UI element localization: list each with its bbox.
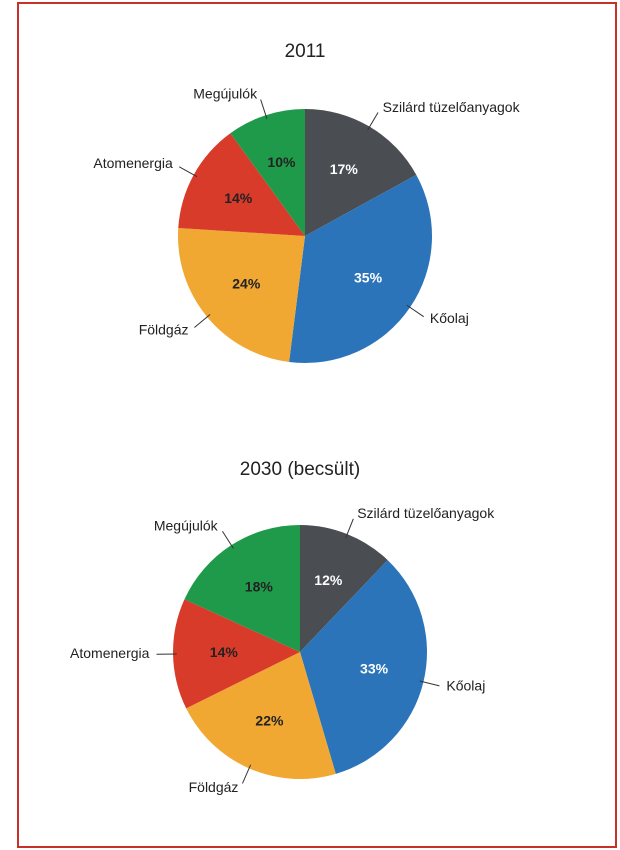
pie-slice (230, 109, 305, 236)
slice-label: Szilárd tüzelőanyagok (357, 505, 495, 521)
leader-line (221, 531, 234, 549)
pie-slice (289, 174, 432, 363)
pie-slice (177, 228, 305, 362)
leader-line (242, 764, 252, 784)
slice-label: Megújulók (193, 85, 258, 101)
pie-slice (300, 560, 427, 774)
leader-line (367, 112, 379, 131)
slice-label: Atomenergia (70, 645, 150, 661)
slice-label: Atomenergia (93, 155, 173, 171)
slice-label: Kőolaj (446, 678, 485, 694)
pie-slice (300, 525, 388, 652)
value-label: 14% (224, 190, 253, 206)
slice-label: Kőolaj (430, 310, 469, 326)
slice-label: Földgáz (139, 321, 189, 337)
value-label: 33% (360, 661, 389, 677)
pie-slice (172, 599, 300, 709)
value-label: 17% (330, 161, 359, 177)
pie-slice (184, 525, 300, 652)
slice-label: Szilárd tüzelőanyagok (383, 99, 521, 115)
slice-label: Földgáz (189, 779, 239, 795)
slice-label: Megújulók (154, 518, 219, 534)
value-label: 22% (255, 713, 284, 729)
value-label: 24% (232, 275, 261, 291)
leader-line (179, 166, 198, 178)
leader-line (260, 99, 268, 119)
leader-line (194, 314, 211, 328)
value-label: 14% (210, 644, 239, 660)
pie-slice (178, 133, 305, 236)
chart-title: 2030 (becsült) (240, 459, 360, 480)
leader-line (345, 518, 354, 538)
leader-line (406, 304, 424, 318)
value-label: 10% (267, 154, 296, 170)
leader-line (419, 680, 440, 687)
value-label: 35% (354, 270, 383, 286)
chart-title: 2011 (285, 41, 326, 62)
pie-slice (305, 109, 417, 236)
value-label: 18% (245, 579, 274, 595)
pie-slice (186, 652, 336, 779)
value-label: 12% (314, 572, 343, 588)
